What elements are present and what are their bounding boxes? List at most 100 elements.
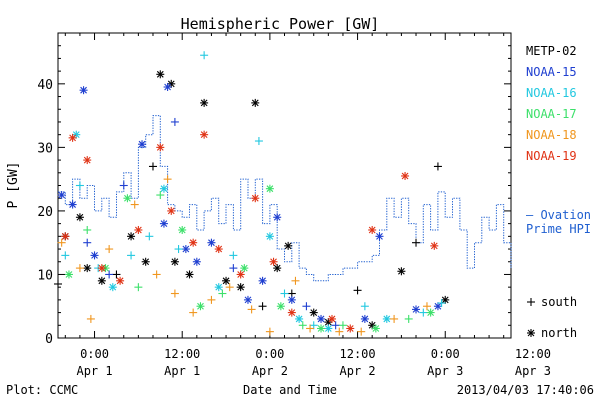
marker-stroke bbox=[434, 302, 442, 310]
y-tick-label: 20 bbox=[37, 205, 53, 220]
north-star-marker bbox=[284, 241, 293, 250]
south-plus-marker bbox=[57, 238, 66, 247]
north-star-marker bbox=[68, 133, 77, 142]
north-star-marker bbox=[382, 314, 391, 323]
marker-stroke bbox=[277, 302, 285, 310]
north-star-marker bbox=[214, 283, 223, 292]
marker-stroke bbox=[237, 283, 245, 291]
north-star-marker bbox=[127, 232, 136, 241]
north-star-marker bbox=[368, 225, 377, 234]
north-star-marker bbox=[200, 130, 209, 139]
marker-stroke bbox=[142, 258, 150, 266]
marker-stroke bbox=[127, 232, 135, 240]
marker-stroke bbox=[116, 277, 124, 285]
south-plus-marker bbox=[254, 137, 263, 146]
south-plus-marker bbox=[302, 302, 311, 311]
marker-stroke bbox=[527, 329, 535, 337]
data-markers bbox=[54, 51, 450, 336]
north-star-marker bbox=[170, 257, 179, 266]
marker-stroke bbox=[376, 232, 383, 240]
marker-stroke bbox=[427, 309, 435, 316]
marker-stroke bbox=[208, 239, 215, 247]
marker-stroke bbox=[310, 309, 318, 316]
north-star-marker bbox=[397, 267, 406, 276]
plot-timestamp: 2013/04/03 17:40:06 bbox=[457, 383, 594, 397]
south-plus-marker bbox=[75, 264, 84, 273]
south-plus-marker bbox=[86, 314, 95, 323]
south-plus-marker bbox=[433, 162, 442, 171]
south-plus-marker bbox=[127, 251, 136, 260]
marker-stroke bbox=[182, 245, 190, 253]
north-star-marker bbox=[97, 264, 106, 273]
marker-stroke bbox=[237, 271, 245, 278]
north-star-marker bbox=[134, 225, 143, 234]
north-star-marker bbox=[251, 98, 260, 107]
south-plus-marker bbox=[152, 270, 161, 279]
marker-stroke bbox=[167, 207, 175, 215]
chart-title: Hemispheric Power [GW] bbox=[181, 15, 380, 33]
south-plus-marker bbox=[357, 327, 366, 336]
marker-stroke bbox=[251, 99, 259, 107]
marker-stroke bbox=[83, 264, 91, 272]
y-axis-ticks: 0 10 20 30 40 bbox=[37, 32, 511, 347]
south-plus-marker bbox=[148, 162, 157, 171]
north-star-marker bbox=[258, 276, 267, 285]
south-plus-marker bbox=[218, 289, 227, 298]
north-star-marker bbox=[75, 213, 84, 222]
y-tick-label: 40 bbox=[37, 78, 53, 93]
marker-stroke bbox=[178, 226, 186, 234]
north-star-marker bbox=[236, 270, 245, 279]
south-plus-marker bbox=[258, 302, 267, 311]
marker-stroke bbox=[98, 277, 106, 285]
x-axis-label: Date and Time bbox=[243, 383, 337, 397]
south-plus-marker bbox=[412, 238, 421, 247]
marker-stroke bbox=[270, 258, 277, 266]
marker-stroke bbox=[69, 201, 77, 208]
marker-stroke bbox=[324, 325, 332, 332]
north-star-marker bbox=[273, 213, 282, 222]
ovation-line-layer bbox=[58, 115, 512, 282]
south-plus-marker bbox=[174, 245, 183, 254]
marker-stroke bbox=[160, 185, 168, 193]
x-tick-time-label: 0:00 bbox=[255, 347, 284, 361]
marker-stroke bbox=[401, 172, 409, 180]
marker-stroke bbox=[222, 277, 230, 285]
north-star-marker bbox=[200, 98, 209, 107]
south-plus-marker bbox=[105, 245, 114, 254]
north-star-marker bbox=[83, 156, 92, 165]
south-plus-marker bbox=[156, 191, 165, 200]
x-tick-date-label: Apr 1 bbox=[164, 364, 200, 378]
y-tick-label: 10 bbox=[37, 268, 53, 283]
north-star-marker bbox=[295, 314, 304, 323]
marker-stroke bbox=[361, 315, 369, 323]
north-star-marker bbox=[123, 194, 132, 203]
south-plus-marker bbox=[225, 283, 234, 292]
marker-stroke bbox=[83, 156, 91, 164]
north-star-marker bbox=[116, 276, 125, 285]
north-star-marker bbox=[196, 302, 205, 311]
x-tick-date-label: Apr 1 bbox=[76, 364, 112, 378]
south-plus-marker bbox=[437, 299, 446, 308]
legend-item: NOAA-16 bbox=[526, 86, 577, 100]
south-plus-marker bbox=[338, 321, 347, 330]
north-star-marker bbox=[79, 86, 88, 95]
x-tick-time-label: 12:00 bbox=[340, 347, 376, 361]
marker-stroke bbox=[317, 325, 325, 332]
north-star-marker bbox=[214, 245, 223, 254]
south-plus-marker bbox=[280, 289, 289, 298]
legend-marker-label: north bbox=[541, 326, 577, 340]
marker-stroke bbox=[240, 264, 248, 272]
marker-stroke bbox=[215, 245, 223, 253]
x-axis-ticks: 0:00 Apr 1 12:00 Apr 1 0:00 Apr 2 12:00 Apr 2 0:… bbox=[64, 33, 551, 378]
north-star-marker bbox=[273, 264, 282, 273]
x-tick-time-label: 0:00 bbox=[80, 347, 109, 361]
south-plus-marker bbox=[419, 308, 428, 317]
north-star-marker bbox=[57, 191, 66, 200]
north-star-marker bbox=[90, 251, 99, 260]
marker-stroke bbox=[65, 271, 73, 278]
marker-stroke bbox=[200, 99, 208, 107]
legend-ovation-label: Prime HPI bbox=[526, 222, 591, 236]
south-plus-marker bbox=[163, 175, 172, 184]
marker-stroke bbox=[91, 252, 98, 259]
marker-stroke bbox=[266, 232, 274, 240]
